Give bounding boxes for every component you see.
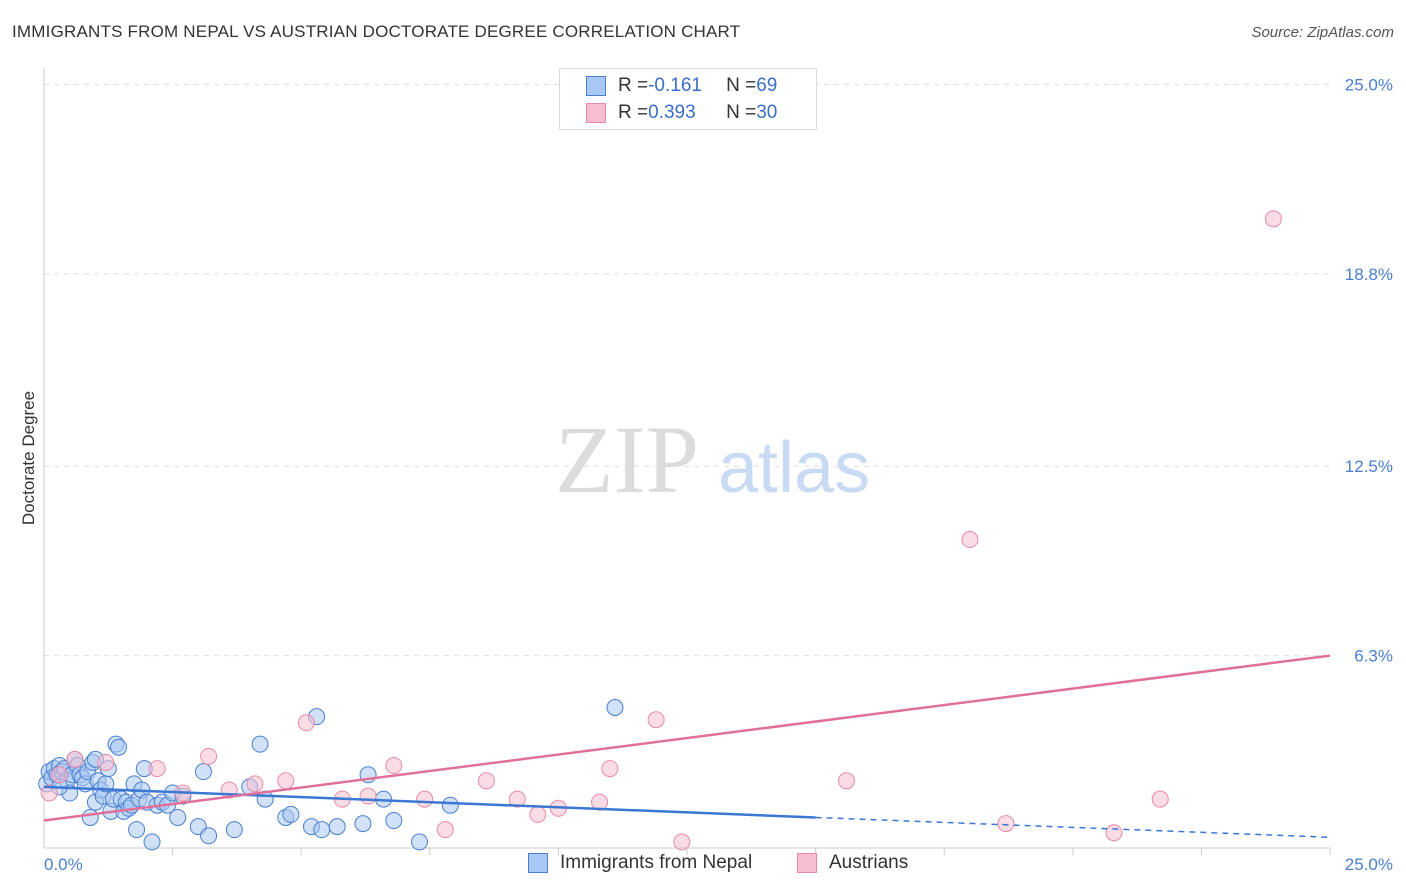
series-legend: Immigrants from Nepal Austrians [0,852,1406,878]
n-label: N = [726,102,757,123]
austrians-point [66,750,84,768]
austrians-trend-line [43,654,1331,822]
austrians-point [436,821,454,839]
y-tick-labels: 6.3% 12.5% 18.8% 25.0% [1345,75,1393,665]
n-value: 30 [756,102,778,123]
legend-item-austrians[interactable]: Austrians [797,852,908,874]
austrians-point [40,784,58,802]
austrians-point [148,760,166,778]
legend-label-nepal: Immigrants from Nepal [560,852,753,873]
nepal-point [200,827,218,845]
austrians-point [246,775,264,793]
legend-label-austrians: Austrians [829,852,909,873]
austrians-point [591,793,609,811]
austrians-point [647,711,665,729]
nepal-point [81,808,99,826]
nepal-point [354,815,372,833]
legend-row-austrians: R = 0.393 N = 30 [586,100,777,126]
watermark-atlas: atlas [718,428,870,508]
austrians-point [1151,790,1169,808]
nepal-point [194,763,212,781]
trend-lines [43,654,1331,839]
nepal-point [225,821,243,839]
x-tick-labels: 0.0% 25.0% [44,855,1393,874]
nepal-point [606,699,624,717]
austrians-point [385,757,403,775]
r-value: 0.393 [648,102,696,123]
austrians-point [97,753,115,771]
nepal-trend-extension [815,816,1331,839]
austrians-point [961,531,979,549]
nepal-point [169,808,187,826]
austrians-point [359,787,377,805]
nepal-point [385,812,403,830]
x-tick-label-min: 0.0% [44,855,83,874]
austrians-point [673,833,691,851]
y-tick-label: 6.3% [1354,647,1393,666]
n-label: N = [726,75,757,96]
austrians-point [50,766,68,784]
nepal-point [411,833,429,851]
nepal-point [128,821,146,839]
grid-lines [44,83,1331,855]
austrians-point [508,790,526,808]
austrians-point [1105,824,1123,842]
austrians-point [837,772,855,790]
austrians-swatch [797,853,817,873]
nepal-trend-line [43,785,816,819]
legend-row-nepal: R = -0.161 N = 69 [586,73,777,99]
r-label: R = [618,75,649,96]
watermark: ZIP atlas [555,406,870,513]
nepal-swatch [528,853,548,873]
austrians-point [277,772,295,790]
austrians-point [1264,210,1282,228]
austrians-point [297,714,315,732]
nepal-point [110,738,128,756]
nepal-point [441,796,459,814]
nepal-swatch [586,76,606,96]
austrians-point [529,805,547,823]
austrians-swatch [586,103,606,123]
r-value: -0.161 [648,75,702,96]
austrians-point [477,772,495,790]
y-tick-label: 18.8% [1345,265,1393,284]
source-label: Source: ZipAtlas.com [1251,24,1394,41]
nepal-point [282,805,300,823]
chart-title: IMMIGRANTS FROM NEPAL VS AUSTRIAN DOCTOR… [12,22,741,41]
nepal-point [251,735,269,753]
y-tick-label: 12.5% [1345,457,1393,476]
x-tick-label-max: 25.0% [1345,855,1393,874]
y-tick-label: 25.0% [1345,75,1393,94]
legend-item-nepal[interactable]: Immigrants from Nepal [528,852,752,874]
nepal-point [328,818,346,836]
r-label: R = [618,102,649,123]
austrians-point [997,815,1015,833]
austrians-point [601,760,619,778]
watermark-zip: ZIP [555,406,699,513]
nepal-point [313,821,331,839]
austrians-point [416,790,434,808]
n-value: 69 [756,75,778,96]
correlation-legend: R = -0.161 N = 69 R = 0.393 N = 30 [559,68,817,130]
austrians-point [200,747,218,765]
series-austrians-points [40,210,1282,851]
y-axis-title: Doctorate Degree [19,391,38,525]
nepal-point [143,833,161,851]
series-nepal-points [38,699,624,851]
